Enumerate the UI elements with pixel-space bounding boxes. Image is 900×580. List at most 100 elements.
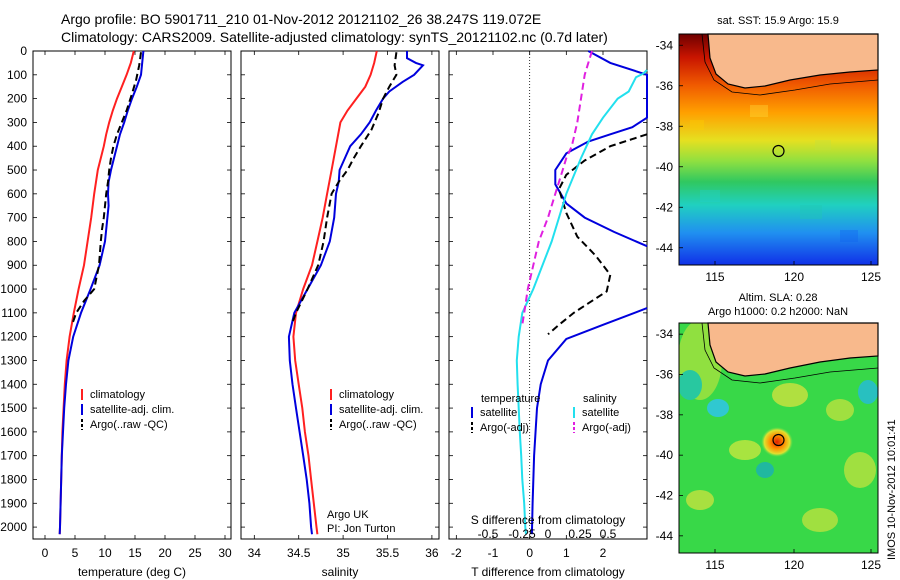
x-tick-label: 30 (218, 546, 232, 560)
x-tick-label: 34.5 (287, 546, 311, 560)
y-tick-label: 1400 (0, 377, 27, 391)
x-tick-label: 1 (563, 546, 570, 560)
x-tick-label: 35.5 (376, 546, 400, 560)
map-title-sst: sat. SST: 15.9 Argo: 15.9 (717, 15, 839, 27)
x2-tick-label: 0 (545, 527, 552, 541)
y-tick-label: 300 (7, 115, 27, 129)
float-position-marker (772, 144, 785, 158)
map-x-tick-label: 115 (705, 558, 724, 572)
legend-title-temperature: temperature (481, 393, 540, 405)
series-line-1 (292, 50, 378, 535)
y-tick-label: 400 (7, 139, 27, 153)
x2-axis-label: S difference from climatology (471, 513, 626, 527)
series-line-3 (290, 52, 398, 326)
series-line-3 (71, 52, 142, 326)
y-tick-label: 700 (7, 211, 27, 225)
y-tick-label: 100 (7, 68, 27, 82)
y-tick-label: 1100 (1, 306, 27, 320)
x-tick-label: 25 (188, 546, 202, 560)
legend-entry: Argo(-adj) (480, 422, 529, 434)
series-line-1 (554, 50, 648, 248)
y-tick-label: 900 (7, 258, 27, 272)
map-y-tick-label: -38 (656, 408, 674, 422)
x-tick-label: 2 (600, 546, 607, 560)
legend-entry: satellite (480, 407, 517, 419)
y-tick-label: 0 (20, 44, 27, 58)
sst-map (678, 33, 879, 266)
legend-title-salinity: salinity (583, 393, 617, 405)
float-position-marker (772, 433, 785, 447)
x-tick-label: -2 (451, 546, 462, 560)
x2-tick-label: -0.25 (508, 527, 536, 541)
map-x-tick-label: 115 (705, 270, 724, 284)
map-frame (678, 33, 879, 266)
map-y-tick-label: -40 (656, 448, 674, 462)
series-line-3 (547, 133, 648, 336)
map-y-tick-label: -44 (656, 241, 674, 255)
y-tick-label: 1000 (0, 282, 27, 296)
y-tick-label: 1900 (0, 496, 27, 510)
float-owner-annotation: Argo UK (327, 509, 369, 521)
map-x-tick-label: 125 (861, 270, 881, 284)
y-tick-label: 1200 (0, 330, 27, 344)
y-tick-label: 500 (7, 163, 27, 177)
x-tick-label: 15 (128, 546, 142, 560)
y-tick-label: 2000 (0, 520, 27, 534)
x-tick-label: 10 (98, 546, 112, 560)
map-y-tick-label: -42 (656, 489, 674, 503)
map-y-tick-label: -42 (656, 200, 674, 214)
chart-title-line1: Argo profile: BO 5901711_210 01-Nov-2012… (61, 11, 542, 27)
x-tick-label: 0 (42, 546, 49, 560)
y-tick-label: 1500 (0, 401, 27, 415)
x-tick-label: 34 (248, 546, 262, 560)
map-y-tick-label: -36 (656, 368, 674, 382)
plot-frame (448, 50, 648, 540)
x-axis-label: temperature (deg C) (78, 565, 186, 579)
y-tick-label: 1700 (0, 449, 27, 463)
x-tick-label: -1 (488, 546, 499, 560)
timestamp-stamp: IMOS 10-Nov-2012 10:01:41 (886, 419, 898, 560)
legend-entry: Argo(..raw -QC) (339, 419, 417, 431)
float-owner-annotation: PI: Jon Turton (327, 523, 395, 535)
x-axis-label: salinity (322, 565, 359, 579)
isobath-contour (701, 33, 879, 96)
y-tick-label: 1800 (0, 472, 27, 486)
legend-entry: climatology (339, 389, 395, 401)
x2-tick-label: 0.5 (600, 527, 617, 541)
series-line-2 (530, 307, 648, 535)
y-tick-label: 800 (7, 234, 27, 248)
y-tick-label: 200 (7, 92, 27, 106)
series-line-4 (515, 69, 648, 535)
legend-entry: satellite-adj. clim. (90, 404, 174, 416)
map-frame (678, 322, 879, 554)
map-y-tick-label: -44 (656, 529, 674, 543)
x-tick-label: 35 (336, 546, 350, 560)
y-tick-label: 600 (7, 187, 27, 201)
map-y-tick-label: -34 (656, 327, 674, 341)
x-tick-label: 36 (425, 546, 439, 560)
series-line-2 (58, 50, 145, 535)
x2-tick-label: 0.25 (568, 527, 592, 541)
plot-frame (240, 50, 440, 540)
map-y-tick-label: -38 (656, 119, 674, 133)
map-y-tick-label: -36 (656, 79, 674, 93)
legend-entry: satellite-adj. clim. (339, 404, 423, 416)
map-x-tick-label: 120 (784, 558, 804, 572)
isobath-contour (701, 322, 879, 384)
profile-panel-1: 0100200300400500600700800900100011001200… (0, 44, 232, 579)
legend-entry: Argo(..raw -QC) (90, 419, 168, 431)
x-tick-label: 5 (72, 546, 79, 560)
map-y-tick-label: -34 (656, 38, 674, 52)
series-line-2 (287, 51, 425, 535)
series-line-5 (521, 50, 593, 325)
profile-panel-3: -2 -1 0 1 2 T difference from climatology temp… (448, 50, 648, 579)
y-tick-label: 1600 (0, 425, 27, 439)
legend-entry: Argo(-adj) (582, 422, 631, 434)
legend-entry: satellite (582, 407, 619, 419)
x-axis-label: T difference from climatology (471, 565, 625, 579)
map-x-tick-label: 120 (784, 270, 804, 284)
x2-tick-label: -0.5 (478, 527, 499, 541)
plot-frame (32, 50, 232, 540)
map-title-heights: Argo h1000: 0.2 h2000: NaN (708, 306, 848, 318)
